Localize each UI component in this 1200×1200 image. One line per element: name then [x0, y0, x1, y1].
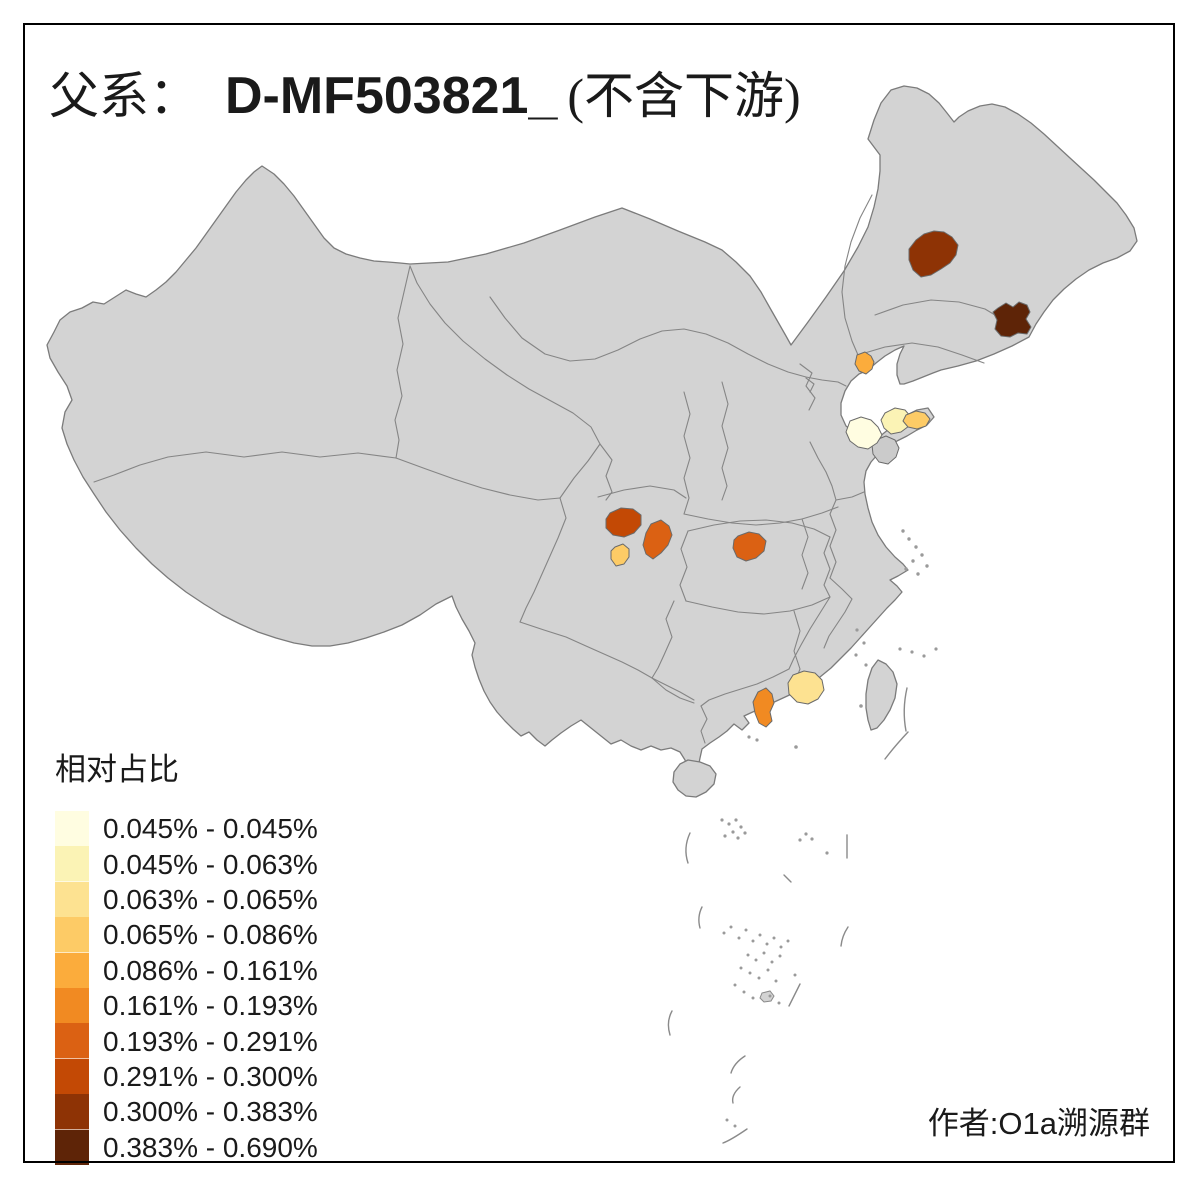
map-region-shandong-mid — [880, 407, 912, 435]
legend-swatch — [55, 1129, 89, 1165]
map-region-sichuan-south — [610, 543, 630, 567]
map-region-shandong-west — [845, 416, 883, 450]
legend-label: 0.086% - 0.161% — [103, 954, 318, 986]
legend-swatch — [55, 811, 89, 847]
plot-frame — [23, 23, 1175, 1163]
map-title-prefix: 父系： — [49, 68, 199, 124]
legend-swatch — [55, 917, 89, 953]
legend-row: 0.063% - 0.065% — [55, 881, 318, 918]
legend-label: 0.065% - 0.086% — [103, 919, 318, 951]
mainland-outline — [46, 85, 1138, 777]
legend-swatch — [55, 952, 89, 988]
province-borders — [93, 194, 1001, 744]
legend: 相对占比 0.045% - 0.045% 0.045% - 0.063% 0.0… — [55, 744, 318, 1165]
legend-label: 0.161% - 0.193% — [103, 990, 318, 1022]
legend-swatch — [55, 1023, 89, 1059]
legend-row: 0.161% - 0.193% — [55, 987, 318, 1024]
map-region-north-coast — [854, 351, 875, 375]
legend-row: 0.065% - 0.086% — [55, 917, 318, 953]
island-dots — [720, 529, 938, 1128]
map-title-suffix: (不含下游) — [567, 68, 801, 124]
sea-boundary-dashes — [667, 687, 909, 1144]
legend-title: 相对占比 — [55, 752, 179, 787]
map-region-central-yangtze — [732, 531, 767, 562]
map-region-sichuan-mid — [642, 519, 673, 560]
legend-label: 0.193% - 0.291% — [103, 1025, 318, 1057]
highlighted-regions — [605, 230, 1032, 728]
legend-swatch — [55, 1094, 89, 1130]
legend-row: 0.383% - 0.690% — [55, 1129, 318, 1165]
legend-row: 0.086% - 0.161% — [55, 952, 318, 988]
map-title: 父系： D-MF503821_ (不含下游) — [49, 56, 801, 128]
legend-row: 0.045% - 0.045% — [55, 811, 318, 847]
legend-swatch — [55, 881, 89, 918]
taiwan-island — [865, 659, 898, 731]
legend-row: 0.193% - 0.291% — [55, 1023, 318, 1059]
legend-label: 0.291% - 0.300% — [103, 1060, 318, 1092]
legend-label: 0.063% - 0.065% — [103, 883, 318, 915]
map-region-northeast-a — [908, 230, 959, 278]
map-region-guangdong-west — [752, 687, 775, 728]
legend-label: 0.383% - 0.690% — [103, 1131, 318, 1163]
legend-swatch — [55, 1058, 89, 1095]
hainan-island — [672, 759, 717, 798]
map-region-neutral-shandong — [871, 435, 900, 465]
legend-row: 0.291% - 0.300% — [55, 1058, 318, 1095]
legend-label: 0.045% - 0.045% — [103, 813, 318, 845]
map-title-haplogroup: D-MF503821_ — [225, 67, 558, 125]
map-region-shandong-east — [902, 410, 931, 430]
legend-swatch — [55, 846, 89, 882]
map-region-northeast-b — [992, 301, 1032, 338]
legend-label: 0.045% - 0.063% — [103, 848, 318, 880]
legend-row: 0.300% - 0.383% — [55, 1094, 318, 1130]
islands — [672, 659, 898, 1003]
legend-label: 0.300% - 0.383% — [103, 1096, 318, 1128]
south-sea-islet — [759, 990, 775, 1003]
author-credit: 作者:O1a溯源群 — [927, 1106, 1150, 1141]
map-region-guangdong-east — [787, 670, 825, 705]
map-region-sichuan-north — [605, 507, 642, 538]
legend-swatch — [55, 987, 89, 1024]
legend-rows: 0.045% - 0.045% 0.045% - 0.063% 0.063% -… — [55, 811, 318, 1165]
legend-row: 0.045% - 0.063% — [55, 846, 318, 882]
